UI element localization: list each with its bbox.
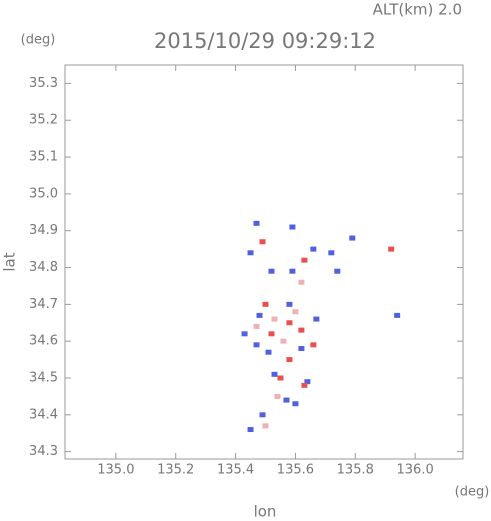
echo-point	[271, 316, 278, 322]
x-axis-label: lon	[254, 503, 277, 521]
echo-point	[289, 268, 296, 274]
plot-frame	[64, 64, 464, 460]
echo-point	[253, 323, 260, 329]
chart-title: 2015/10/29 09:29:12	[154, 29, 376, 53]
x-tick-label: 135.6	[277, 463, 314, 478]
echo-point	[253, 220, 260, 226]
echo-point	[310, 246, 317, 252]
echo-point	[298, 346, 305, 352]
echo-point	[277, 375, 284, 381]
echo-point	[328, 250, 335, 256]
echo-point	[247, 250, 254, 256]
echo-point	[298, 327, 305, 333]
y-tick-label: 34.9	[29, 223, 58, 238]
echo-point	[304, 379, 311, 385]
annotation: ALT(km) 2.0	[373, 1, 462, 19]
echo-point	[301, 257, 308, 263]
y-axis-label: lat	[1, 252, 19, 271]
echo-point	[313, 316, 320, 322]
y-tick-label: 34.3	[29, 444, 58, 459]
y-tick-label: 34.8	[29, 260, 58, 275]
echo-point	[265, 349, 272, 355]
echo-point	[268, 331, 275, 337]
echo-point	[268, 268, 275, 274]
echo-point	[241, 331, 248, 337]
y-tick-label: 35.2	[29, 113, 58, 128]
y-tick-label: 34.7	[29, 297, 58, 312]
echo-point	[301, 382, 308, 388]
echo-point	[286, 357, 293, 363]
echo-point	[289, 224, 296, 230]
x-tick-label: 135.4	[217, 463, 254, 478]
echo-point	[280, 338, 287, 344]
echo-point	[286, 320, 293, 326]
y-unit: (deg)	[21, 33, 56, 48]
echo-point	[334, 268, 341, 274]
echo-point	[274, 393, 281, 399]
echo-point	[271, 371, 278, 377]
echo-point	[253, 342, 260, 348]
echo-point	[286, 301, 293, 307]
y-tick-label: 34.5	[29, 370, 58, 385]
echo-point	[262, 301, 269, 307]
y-tick-label: 35.1	[29, 150, 58, 165]
echo-point	[394, 312, 401, 318]
y-tick-label: 34.6	[29, 334, 58, 349]
echo-point	[256, 312, 263, 318]
echo-point	[262, 423, 269, 429]
x-unit: (deg)	[455, 485, 490, 500]
echo-point	[349, 235, 356, 241]
x-tick-label: 136.0	[397, 463, 434, 478]
y-tick-label: 34.4	[29, 407, 58, 422]
echo-point	[259, 239, 266, 245]
y-tick-label: 35.3	[29, 76, 58, 91]
echo-point	[247, 427, 254, 433]
x-tick-label: 135.0	[97, 463, 134, 478]
echo-point	[283, 397, 290, 403]
echo-point	[388, 246, 395, 252]
y-tick-label: 35.0	[29, 186, 58, 201]
echo-point	[292, 309, 299, 315]
echo-point	[259, 412, 266, 418]
echo-point	[292, 401, 299, 407]
x-tick-label: 135.8	[337, 463, 374, 478]
echo-point	[310, 342, 317, 348]
echo-point	[298, 279, 305, 285]
x-tick-label: 135.2	[157, 463, 194, 478]
